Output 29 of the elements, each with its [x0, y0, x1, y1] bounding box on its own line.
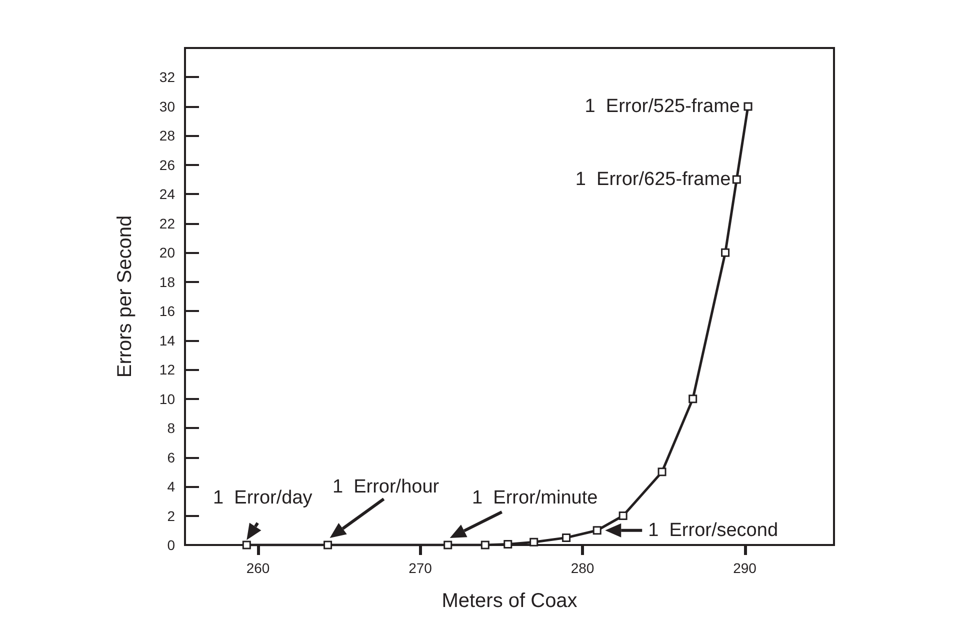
y-axis-title: Errors per Second [114, 215, 136, 378]
y-tick-label: 28 [159, 128, 176, 144]
annotation: 1 Error/minute [472, 488, 598, 508]
annotation: 1 Error/525-frame [584, 96, 740, 117]
annotation: 1 Error/day [213, 488, 313, 508]
x-tick-label: 260 [246, 560, 270, 576]
y-tick-label: 2 [167, 508, 176, 524]
y-tick-label: 18 [159, 274, 176, 290]
annotation: 1 Error/625-frame [575, 169, 731, 190]
y-tick-label: 20 [159, 244, 176, 261]
y-tick-label: 0 [167, 537, 176, 553]
y-tick-label: 12 [159, 362, 176, 378]
x-tick-label: 280 [570, 560, 594, 576]
y-tick-label: 22 [159, 215, 176, 232]
annotation: 1 Error/second [648, 520, 778, 541]
y-tick-label: 30 [159, 98, 176, 114]
y-tick-label: 24 [159, 186, 176, 202]
x-axis-title: Meters of Coax [442, 590, 578, 612]
annotation: 1 Error/hour [332, 476, 440, 498]
y-tick-label: 4 [167, 478, 176, 495]
y-tick-label: 26 [159, 156, 176, 173]
y-tick-label: 32 [159, 69, 176, 86]
y-tick-label: 6 [167, 449, 176, 466]
y-tick-label: 8 [167, 420, 176, 436]
y-tick-label: 10 [159, 390, 176, 407]
x-tick-label: 290 [733, 560, 757, 576]
x-tick-label: 270 [408, 560, 432, 576]
y-tick-label: 14 [159, 332, 176, 348]
y-tick-label: 16 [159, 303, 176, 320]
